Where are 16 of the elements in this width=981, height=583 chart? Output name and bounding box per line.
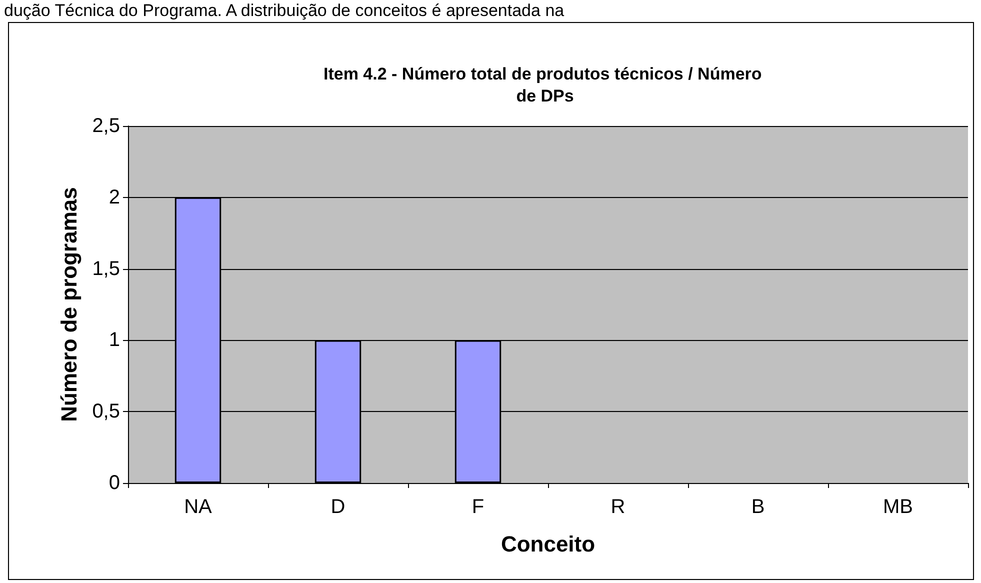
text: dução Técnica do Programa. A distribuição de conceitos é apresentada na: [4, 1, 566, 21]
x-tick-label: NA: [184, 496, 213, 518]
y-tick-label: 0,5: [92, 400, 120, 423]
x-tick-label: R: [610, 496, 626, 518]
y-tick-label: 2: [108, 186, 120, 208]
y-axis-title: Número de programas: [56, 187, 82, 422]
y-tick-label: 0: [108, 472, 120, 494]
x-tick-label: MB: [883, 496, 913, 518]
x-tick-label: D: [330, 496, 346, 518]
chart-title: Item 4.2 - Número total de produtos técnicos / Número de DPs: [323, 64, 767, 106]
x-tick-label: F: [472, 496, 484, 518]
y-tick-label: 2,5: [92, 115, 120, 137]
y-tick-label: 1,5: [92, 258, 120, 280]
y-tick-label: 1: [108, 329, 120, 352]
x-axis-title: Conceito: [500, 532, 596, 556]
x-tick-label: B: [751, 496, 765, 518]
